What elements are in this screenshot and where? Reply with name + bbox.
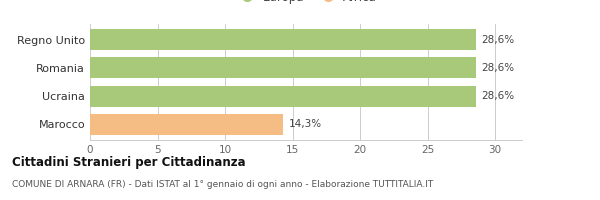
Text: 28,6%: 28,6% (482, 91, 515, 101)
Text: Cittadini Stranieri per Cittadinanza: Cittadini Stranieri per Cittadinanza (12, 156, 245, 169)
Bar (90, 86, 476, 107)
Text: COMUNE DI ARNARA (FR) - Dati ISTAT al 1° gennaio di ogni anno - Elaborazione TUT: COMUNE DI ARNARA (FR) - Dati ISTAT al 1°… (12, 180, 433, 189)
Text: 28,6%: 28,6% (482, 63, 515, 73)
Legend: Europa, Africa: Europa, Africa (230, 0, 382, 8)
Bar (90, 57, 476, 78)
Text: 28,6%: 28,6% (482, 35, 515, 45)
Bar (90, 29, 476, 50)
Bar (90, 114, 283, 135)
Text: 14,3%: 14,3% (289, 119, 322, 129)
